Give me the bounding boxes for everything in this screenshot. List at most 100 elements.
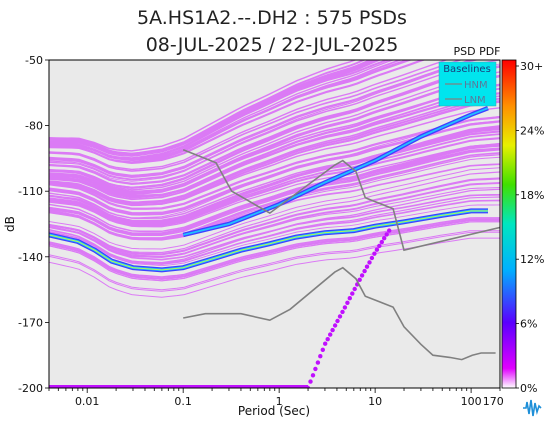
dotted-point [335,318,340,324]
secondary-mode-core [182,107,489,236]
colorbar [501,59,517,389]
y-tick-label: -140 [18,251,43,264]
psd-curve [49,231,500,292]
psd-curve [49,65,500,189]
dotted-point [379,239,384,245]
lnm-line [183,266,496,361]
psd-curve [49,199,500,265]
dotted-point [318,354,323,359]
dotted-point [350,291,355,296]
dotted-point [357,277,362,282]
psd-curve [49,60,500,180]
dotted-point [384,232,389,237]
y-axis-label: dB [3,216,17,232]
dotted-point [315,360,321,365]
dotted-point [347,296,352,301]
psd-curve [49,219,500,280]
dotted-point [387,228,392,233]
psd-curve [49,60,366,156]
dotted-point [359,273,365,278]
hnm-line [182,148,500,252]
logo-icon [521,396,543,418]
psd-curve [49,97,500,205]
x-tick-label: 1 [276,395,283,408]
main-mode-peak [49,210,488,271]
psd-curve [49,144,500,235]
psd-curve [49,177,500,256]
psd-curve [49,217,500,278]
psd-curve [49,60,395,161]
psd-curve [49,60,426,165]
y-tick-label: -110 [18,185,43,198]
y-tick-label: -170 [18,316,43,329]
psd-curve [49,75,500,194]
psd-curve [49,152,500,239]
psd-curve [49,60,391,155]
y-tick-label: -200 [18,382,43,395]
dotted-point [328,332,333,337]
dotted-point [332,323,338,328]
psd-dotted-feature [305,228,392,388]
psd-curve [49,71,500,191]
colorbar-tick-label: 18% [520,189,544,202]
legend-lnm-label: LNM [464,95,486,106]
y-axis: -50 -80 -110 -140 -170 -200 [18,54,49,395]
psd-curve [49,221,500,282]
dotted-point [313,366,318,372]
dotted-point [372,251,377,256]
psd-curve [49,217,500,278]
psd-curve [49,149,500,237]
dotted-point [340,309,345,315]
psd-curve [49,60,449,171]
dotted-point [374,247,380,252]
psd-curve [49,153,500,240]
plot-content [49,60,500,388]
psd-curve [49,230,500,291]
baselines [182,148,500,361]
dotted-point [367,260,372,265]
dotted-point [362,268,367,274]
colorbar-tick-label: 12% [520,253,544,266]
psd-curve [49,171,500,254]
dotted-point [369,255,375,261]
floor-band [49,385,309,388]
x-axis: 0.01 0.1 1 10 100 170 [48,388,504,408]
psd-main-mode [49,208,488,273]
chart-title: 5A.HS1A2.--.DH2 : 575 PSDs [137,7,407,29]
psd-curve [49,218,500,279]
psd-curve [49,186,500,257]
colorbar-ticks: 0% 6% 12% 18% 24% 30+ [516,60,544,395]
dotted-point [377,243,382,249]
colorbar-title: PSD PDF [453,45,500,58]
psd-curve [49,167,500,250]
y-tick-label: -80 [25,120,43,133]
dotted-point [310,373,316,378]
colorbar-tick-label: 0% [520,382,537,395]
psd-curve [49,60,478,177]
psd-curve [49,125,500,226]
psd-curve [49,60,375,157]
psd-curve [49,99,500,207]
dotted-point [382,236,387,241]
x-tick-label: 100 [461,395,482,408]
colorbar-tick-label: 6% [520,318,537,331]
psd-curve [49,92,500,198]
y-tick-label: -50 [25,54,43,67]
dotted-point [364,264,370,269]
psd-curve [49,95,500,204]
psd-curve [49,83,500,198]
colorbar-tick-label: 30+ [520,60,543,73]
legend-title: Baselines [443,64,491,75]
psd-density-cloud [49,60,500,298]
x-tick-label: 0.1 [174,395,192,408]
psd-curve [49,182,500,259]
psd-curve [49,115,500,210]
legend: Baselines HNM LNM [438,61,497,107]
dotted-point [342,305,348,310]
dotted-point [352,286,357,292]
x-tick-label: 10 [368,395,382,408]
psd-curve [49,193,500,261]
dotted-point [330,327,335,333]
chart-subtitle: 08-JUL-2025 / 22-JUL-2025 [146,34,399,56]
